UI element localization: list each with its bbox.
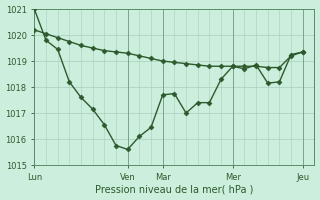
X-axis label: Pression niveau de la mer( hPa ): Pression niveau de la mer( hPa ) <box>95 184 253 194</box>
